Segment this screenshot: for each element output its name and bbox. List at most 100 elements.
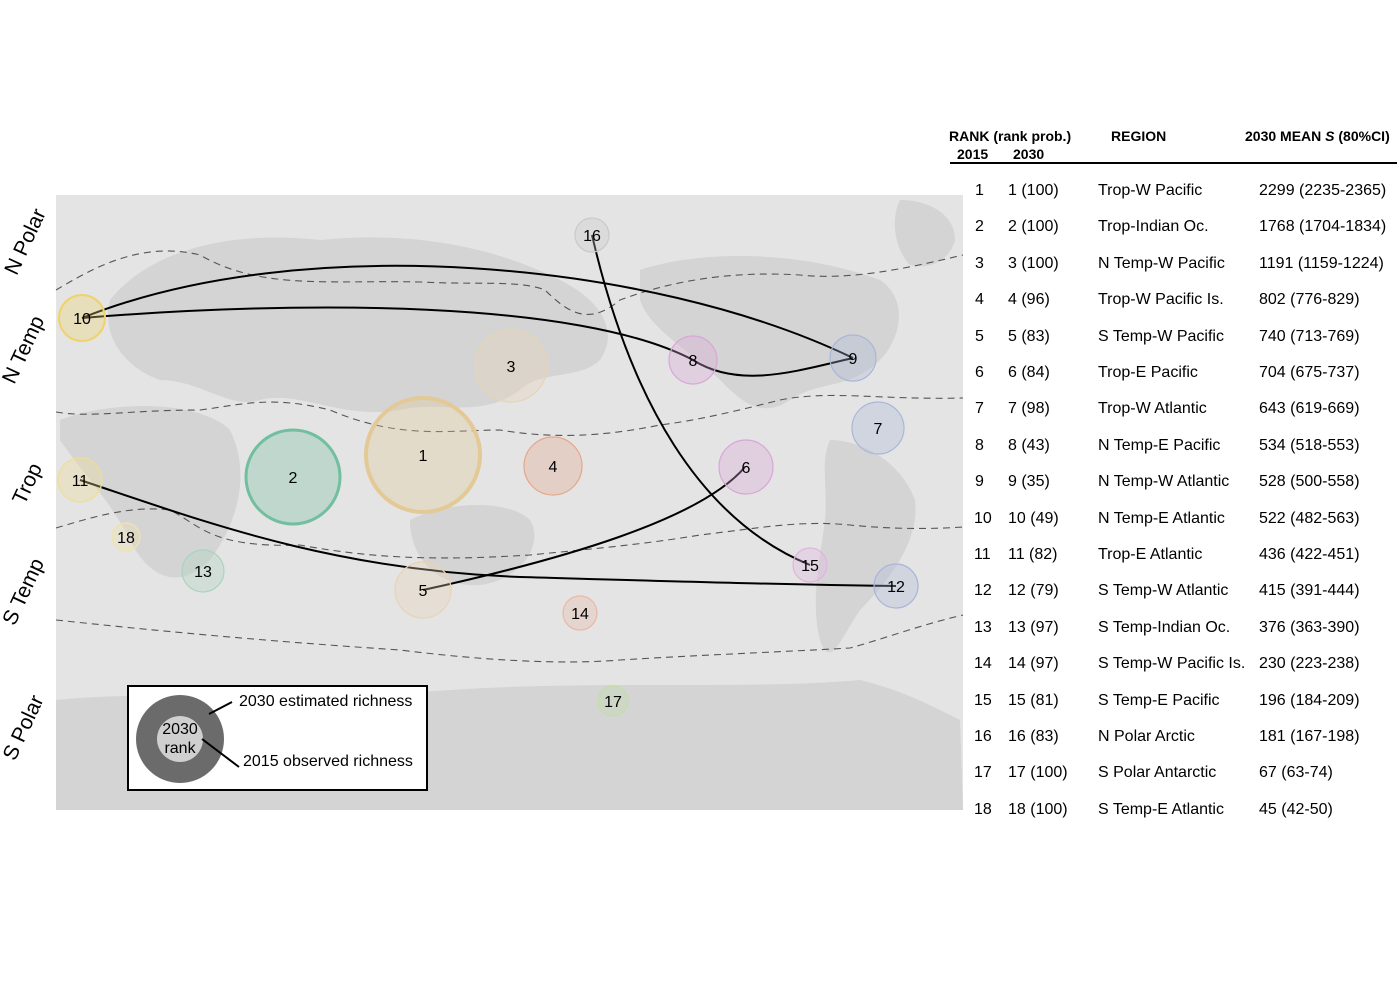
- cell-rank-2015: 8: [975, 436, 984, 454]
- region-bubble: 11: [57, 457, 103, 503]
- cell-rank-2015: 9: [975, 473, 984, 491]
- bubble-circle: [562, 595, 598, 631]
- cell-region: S Temp-W Pacific Is.: [1098, 655, 1246, 673]
- cell-region: S Temp-E Atlantic: [1098, 800, 1224, 818]
- legend-estimated-label: 2030 estimated richness: [239, 693, 413, 710]
- cell-rank-2030: 3 (100): [1008, 254, 1059, 272]
- bubble-label: 7: [874, 421, 883, 438]
- cell-mean: 1191 (1159-1224): [1259, 254, 1384, 272]
- table-row: 13 13 (97) S Temp-Indian Oc. 376 (363-390): [945, 619, 1397, 643]
- header-rank: RANK (rank prob.): [949, 128, 1072, 144]
- bubble-circle: [718, 439, 774, 495]
- bubble-circle: [58, 294, 106, 342]
- cell-rank-2030: 10 (49): [1008, 509, 1059, 527]
- cell-region: Trop-W Atlantic: [1098, 400, 1207, 418]
- cell-mean: 415 (391-444): [1259, 582, 1360, 600]
- cell-mean: 230 (223-238): [1259, 655, 1360, 673]
- cell-mean: 522 (482-563): [1259, 509, 1360, 527]
- bubble-circle: [597, 685, 629, 717]
- legend-inner-text-2: rank: [164, 740, 196, 757]
- cell-region: S Temp-Indian Oc.: [1098, 618, 1231, 636]
- cell-region: S Temp-E Pacific: [1098, 691, 1220, 709]
- region-bubble: 16: [574, 217, 610, 253]
- cell-rank-2030: 6 (84): [1008, 364, 1050, 381]
- cell-mean: 67 (63-74): [1259, 764, 1333, 782]
- bubble-label: 10: [73, 311, 91, 328]
- legend-observed-label: 2015 observed richness: [243, 753, 413, 770]
- bubble-label: 3: [507, 359, 516, 376]
- connector-8-9: [692, 357, 854, 377]
- region-bubble: 13: [181, 549, 225, 593]
- cell-rank-2030: 14 (97): [1008, 655, 1059, 673]
- table-row: 16 16 (83) N Polar Arctic 181 (167-198): [945, 728, 1397, 752]
- connector-16-15: [591, 234, 811, 566]
- bubble-circle: [574, 217, 610, 253]
- cell-rank-2030: 13 (97): [1008, 618, 1059, 636]
- bubble-label: 5: [419, 583, 428, 600]
- cell-region: N Temp-E Pacific: [1098, 436, 1221, 454]
- bubble-circle: [474, 329, 548, 403]
- cell-rank-2015: 15: [974, 691, 992, 709]
- legend-pointer-lines: [201, 701, 240, 768]
- cell-mean: 740 (713-769): [1259, 327, 1360, 345]
- cell-rank-2030: 11 (82): [1008, 546, 1058, 563]
- bubble-label: 6: [742, 460, 751, 477]
- table-row: 17 17 (100) S Polar Antarctic 67 (63-74): [945, 764, 1397, 788]
- cell-rank-2015: 2: [975, 218, 984, 236]
- cell-rank-2015: 6: [975, 364, 984, 381]
- legend-observed-circle: 2030 rank: [157, 716, 203, 762]
- cell-rank-2015: 12: [974, 582, 992, 600]
- cell-rank-2030: 17 (100): [1008, 764, 1068, 782]
- cell-mean: 802 (776-829): [1259, 291, 1360, 309]
- bubble-circle: [394, 561, 452, 619]
- cell-mean: 534 (518-553): [1259, 436, 1360, 454]
- cell-mean: 528 (500-558): [1259, 473, 1360, 491]
- cell-rank-2030: 8 (43): [1008, 436, 1050, 454]
- bubble-circle: [111, 522, 141, 552]
- bubble-label: 14: [571, 606, 589, 623]
- legend-inner-text-1: 2030: [162, 721, 198, 738]
- bubble-label: 9: [849, 351, 858, 368]
- cell-rank-2030: 1 (100): [1008, 182, 1059, 199]
- connector-10-8: [81, 306, 694, 361]
- table-row: 5 5 (83) S Temp-W Pacific 740 (713-769): [945, 328, 1397, 352]
- table-row: 7 7 (98) Trop-W Atlantic 643 (619-669): [945, 400, 1397, 424]
- header-rule: [950, 162, 1397, 164]
- header-mean-italic: S: [1325, 128, 1335, 144]
- cell-rank-2015: 10: [974, 509, 992, 527]
- cell-rank-2015: 18: [974, 800, 992, 818]
- table-row: 15 15 (81) S Temp-E Pacific 196 (184-209): [945, 692, 1397, 716]
- bubble-circle: [851, 401, 905, 455]
- header-region: REGION: [1111, 128, 1167, 144]
- cell-mean: 181 (167-198): [1259, 728, 1360, 745]
- table-row: 10 10 (49) N Temp-E Atlantic 522 (482-563): [945, 510, 1397, 534]
- region-bubble: 12: [873, 563, 919, 609]
- cell-rank-2015: 5: [975, 327, 984, 345]
- bubble-circle: [523, 436, 583, 496]
- bubble-label: 15: [801, 558, 819, 575]
- region-bubble: 1: [364, 396, 482, 514]
- connector-10-9: [81, 264, 854, 359]
- cell-rank-2015: 14: [974, 655, 992, 673]
- bubble-circle: [364, 396, 482, 514]
- table-row: 6 6 (84) Trop-E Pacific 704 (675-737): [945, 364, 1397, 388]
- rank-change-connectors: [79, 234, 897, 591]
- cell-rank-2030: 9 (35): [1008, 473, 1050, 491]
- cell-rank-2030: 18 (100): [1008, 800, 1068, 818]
- header-2030: 2030: [1013, 146, 1045, 162]
- region-bubble: 4: [523, 436, 583, 496]
- cell-mean: 436 (422-451): [1259, 546, 1360, 563]
- cell-rank-2015: 13: [974, 618, 992, 636]
- table-row: 11 11 (82) Trop-E Atlantic 436 (422-451): [945, 546, 1397, 570]
- table-row: 8 8 (43) N Temp-E Pacific 534 (518-553): [945, 437, 1397, 461]
- region-bubble: 10: [58, 294, 106, 342]
- cell-rank-2030: 2 (100): [1008, 218, 1059, 236]
- cell-region: N Temp-W Atlantic: [1098, 473, 1230, 491]
- bubble-circle: [873, 563, 919, 609]
- connector-11-12: [79, 479, 897, 587]
- bubble-label: 8: [689, 353, 698, 370]
- cell-mean: 1768 (1704-1834): [1259, 218, 1387, 236]
- cell-rank-2015: 4: [975, 291, 984, 309]
- region-bubble: 18: [111, 522, 141, 552]
